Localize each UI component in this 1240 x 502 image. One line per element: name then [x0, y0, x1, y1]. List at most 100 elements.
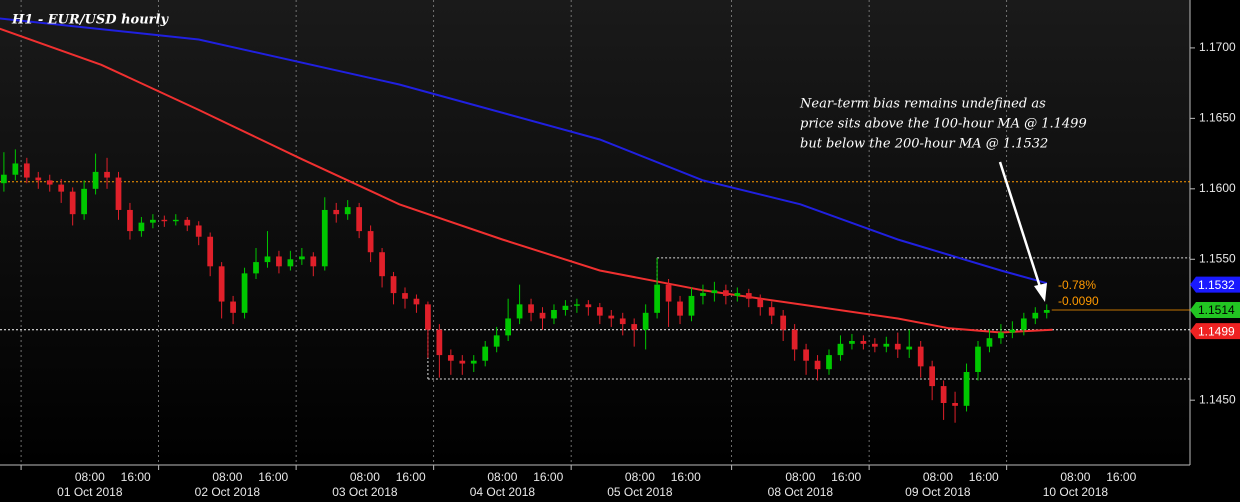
candle-body	[104, 171, 110, 178]
candle-body	[826, 355, 832, 370]
price-badge	[1190, 302, 1240, 318]
candle-body	[459, 360, 466, 364]
date-label: 09 Oct 2018	[905, 485, 971, 499]
candle-body	[253, 262, 259, 274]
candle-body	[757, 298, 764, 308]
candle-body	[138, 222, 145, 232]
candle-body	[780, 315, 787, 330]
chart-title: H1 - EUR/USD hourly	[11, 13, 169, 28]
date-label: 10 Oct 2018	[1043, 485, 1109, 499]
candle-body	[596, 307, 603, 316]
candle-body	[172, 219, 179, 222]
date-label: 04 Oct 2018	[470, 485, 536, 499]
candle-body	[379, 252, 385, 277]
candle-body	[58, 184, 65, 192]
candle-body	[608, 315, 615, 319]
x-tick-label: 16:00	[671, 470, 701, 484]
candle-body	[69, 191, 76, 215]
x-tick-label: 08:00	[625, 470, 655, 484]
candle-body	[871, 343, 878, 347]
x-tick-label: 08:00	[1060, 470, 1090, 484]
arrow-head	[1034, 283, 1047, 302]
candle-body	[23, 163, 30, 178]
candle-body	[883, 343, 890, 347]
candle-body	[310, 256, 317, 267]
x-tick-label: 08:00	[785, 470, 815, 484]
candle-body	[574, 304, 580, 306]
candle-body	[654, 284, 660, 313]
candle-body	[837, 343, 844, 356]
candle-body	[447, 355, 454, 361]
annotation-line: Near-term bias remains undefined as	[799, 97, 1046, 112]
moving-average	[0, 27, 1053, 334]
candle-body	[528, 304, 534, 313]
candle-body	[367, 231, 374, 253]
candle-body	[516, 304, 523, 319]
candle-body	[849, 341, 855, 344]
candle-body	[723, 290, 729, 296]
candle-body	[906, 346, 913, 350]
x-tick-label: 08:00	[487, 470, 517, 484]
candle-body	[1009, 329, 1016, 333]
plot-background	[0, 0, 1190, 465]
date-label: 02 Oct 2018	[195, 485, 261, 499]
candle-body	[929, 366, 936, 387]
candle-body	[390, 276, 397, 294]
candle-body	[1032, 312, 1039, 319]
x-tick-label: 16:00	[1106, 470, 1136, 484]
candle-body	[585, 304, 592, 308]
x-tick-label: 16:00	[121, 470, 151, 484]
candle-body	[35, 177, 42, 181]
candle-body	[917, 346, 924, 367]
candle-body	[276, 256, 282, 267]
candle-body	[413, 298, 420, 305]
candle-body	[1, 174, 7, 184]
candle-body	[1043, 310, 1050, 313]
x-tick-label: 08:00	[923, 470, 953, 484]
candle-body	[768, 307, 775, 316]
annotation-arrow	[998, 161, 1043, 291]
candle-body	[115, 177, 122, 210]
candle-body	[333, 209, 340, 215]
y-tick-label: 1.1600	[1199, 181, 1236, 195]
x-tick-label: 16:00	[258, 470, 288, 484]
x-tick-label: 08:00	[75, 470, 105, 484]
date-label: 03 Oct 2018	[332, 485, 398, 499]
candle-body	[631, 324, 638, 330]
annotation-line: price sits above the 100-hour MA @ 1.149…	[800, 117, 1087, 132]
candle-body	[677, 301, 683, 316]
candle-body	[505, 318, 511, 336]
candle-body	[482, 346, 489, 361]
candle-body	[711, 290, 718, 294]
y-tick-label: 1.1450	[1199, 392, 1236, 406]
candle-body	[356, 207, 363, 232]
date-label: 08 Oct 2018	[768, 485, 834, 499]
candle-body	[150, 219, 156, 223]
price-badge-label: 1.1514	[1198, 303, 1235, 317]
x-tick-label: 08:00	[350, 470, 380, 484]
candle-body	[344, 207, 351, 215]
candle-body	[241, 273, 248, 313]
candle-body	[963, 372, 970, 406]
candle-body	[791, 329, 798, 350]
candle-body	[734, 293, 741, 296]
candle-body	[161, 219, 168, 222]
candle-body	[127, 209, 133, 232]
candle-body	[425, 304, 431, 330]
candle-body	[493, 335, 500, 347]
price-badge-label: 1.1499	[1198, 324, 1235, 338]
change-absolute: -0.0090	[1058, 294, 1099, 308]
x-tick-label: 16:00	[396, 470, 426, 484]
candle-body	[975, 346, 981, 372]
candle-body	[195, 225, 202, 237]
candle-body	[562, 305, 569, 310]
candle-body	[894, 343, 901, 350]
date-label: 01 Oct 2018	[57, 485, 123, 499]
candle-body	[688, 295, 695, 316]
date-label: 05 Oct 2018	[607, 485, 673, 499]
annotation-line: but below the 200-hour MA @ 1.1532	[800, 137, 1048, 152]
candle-body	[230, 301, 236, 313]
candle-body	[92, 171, 99, 189]
y-tick-label: 1.1550	[1199, 251, 1236, 265]
candle-body	[264, 256, 271, 263]
